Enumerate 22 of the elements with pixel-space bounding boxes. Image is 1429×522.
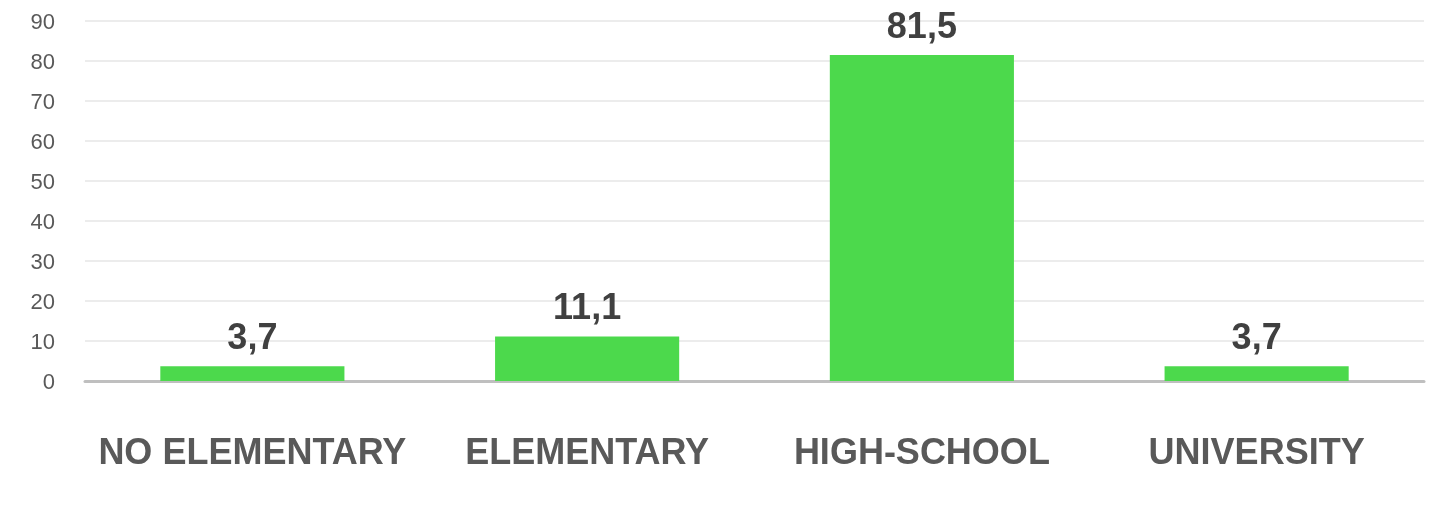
y-tick-label: 90: [30, 8, 55, 34]
bar: [1164, 366, 1349, 381]
y-tick-label: 70: [30, 88, 55, 114]
y-tick-label: 40: [30, 208, 55, 234]
y-tick-label: 80: [30, 48, 55, 74]
bar: [160, 366, 345, 381]
y-tick-label: 30: [30, 248, 55, 274]
bar: [495, 336, 680, 381]
data-label: 3,7: [227, 315, 278, 357]
x-tick-label: HIGH-SCHOOL: [793, 430, 1050, 472]
x-tick-label: UNIVERSITY: [1148, 430, 1365, 472]
y-tick-label: 0: [42, 368, 55, 394]
x-tick-label: NO ELEMENTARY: [98, 430, 407, 472]
bar: [829, 55, 1014, 381]
y-tick-label: 60: [30, 128, 55, 154]
y-tick-label: 50: [30, 168, 55, 194]
data-label: 3,7: [1231, 315, 1282, 357]
data-label: 81,5: [886, 4, 957, 46]
x-tick-label: ELEMENTARY: [465, 430, 710, 472]
y-tick-label: 20: [30, 288, 55, 314]
data-label: 11,1: [553, 286, 622, 328]
y-tick-label: 10: [30, 328, 55, 354]
